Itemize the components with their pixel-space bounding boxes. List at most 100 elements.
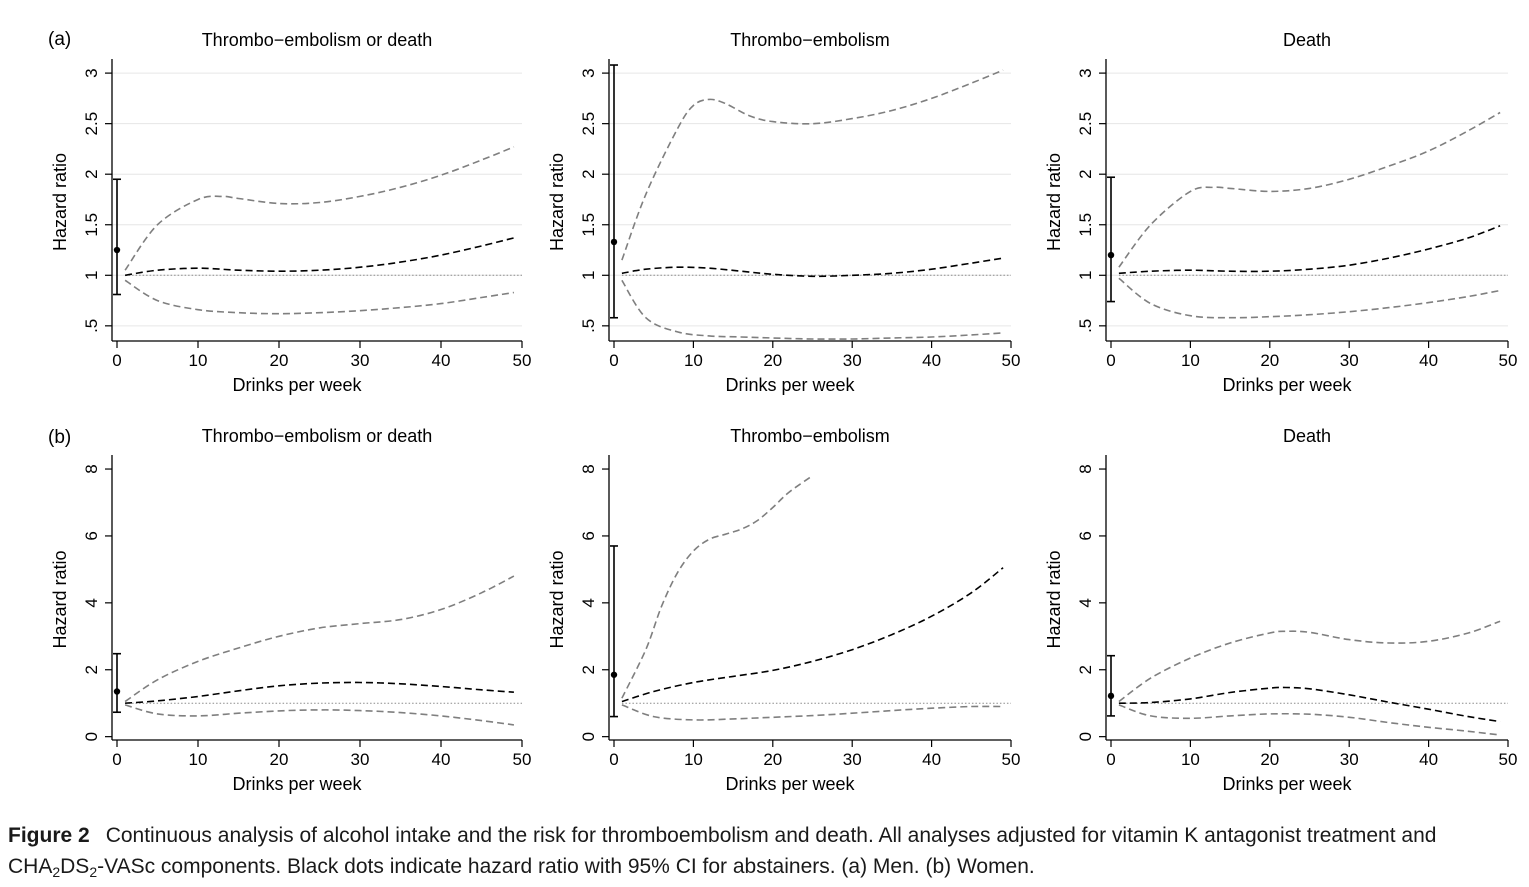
y-tick-label: 2 (579, 169, 598, 178)
series-line-ci-upper (124, 146, 515, 271)
x-tick-label: 40 (1419, 750, 1438, 769)
caption-text-2: DS (60, 855, 90, 878)
x-tick-label: 20 (1260, 351, 1279, 370)
x-tick-label: 0 (1106, 750, 1115, 769)
x-tick-label: 50 (1002, 750, 1021, 769)
x-tick-label: 10 (1181, 351, 1200, 370)
x-tick-label: 40 (1419, 351, 1438, 370)
abstainer-point (113, 688, 121, 695)
abstainer-point (610, 238, 618, 246)
x-tick-label: 40 (432, 351, 451, 370)
y-tick-label: 2.5 (579, 112, 598, 136)
abstainer-point (1107, 251, 1115, 259)
figure-caption: Figure 2 Continuous analysis of alcohol i… (8, 820, 1523, 882)
figure-panels: (a) Thrombo−embolism or death.511.522.530… (48, 29, 1518, 794)
y-tick-label: 2.5 (1076, 112, 1095, 136)
x-tick-label: 10 (1181, 750, 1200, 769)
x-tick-label: 30 (843, 750, 862, 769)
y-tick-label: 8 (1076, 464, 1095, 473)
chart-panel-6: Death 0 2 4 6 8 0 10 20 30 40 50 Drinks per week Haza… (1044, 426, 1517, 794)
y-tick-label: 4 (579, 598, 598, 607)
y-tick-label: 1.5 (1076, 213, 1095, 237)
y-tick-label: 1.5 (579, 213, 598, 237)
x-tick-label: 50 (1002, 351, 1021, 370)
x-tick-label: 50 (513, 750, 532, 769)
x-tick-label: 10 (684, 750, 703, 769)
panel-label: (a) (48, 29, 71, 50)
y-tick-label: 3 (579, 68, 598, 77)
chart-panel-2: Thrombo−embolism.511.522.530 10 20 30 40 50Dr… (547, 30, 1020, 395)
y-tick-label: 6 (82, 531, 101, 540)
series-line-ci-lower (1118, 704, 1501, 736)
abstainer-point (1107, 692, 1115, 700)
y-axis-label: Hazard ratio (1044, 550, 1064, 648)
chart-title: Thrombo−embolism or death (202, 426, 433, 446)
series-line-estimate (1118, 225, 1501, 275)
series-line-ci-lower (621, 279, 1004, 340)
y-tick-label: 6 (1076, 531, 1095, 540)
y-tick-label: 0 (1076, 732, 1095, 741)
y-axis-label: Hazard ratio (50, 153, 70, 251)
series-line-ci-upper (1118, 111, 1501, 268)
chart-title: Death (1283, 30, 1331, 50)
series-line-estimate (1118, 686, 1501, 723)
y-tick-label: 2 (1076, 169, 1095, 178)
x-tick-label: 50 (1499, 750, 1518, 769)
x-tick-label: 20 (270, 351, 289, 370)
caption-sub-1: 2 (52, 864, 61, 880)
y-tick-label: 2 (82, 169, 101, 178)
y-tick-label: 3 (82, 68, 101, 77)
x-tick-label: 0 (1106, 351, 1115, 370)
y-tick-label: 2.5 (82, 112, 101, 136)
caption-text-3: -VASc components. Black dots indicate ha… (97, 855, 1035, 878)
x-tick-label: 0 (609, 351, 618, 370)
x-tick-label: 30 (1340, 351, 1359, 370)
series-line-ci-upper (1118, 620, 1501, 703)
caption-label: Figure 2 (8, 824, 90, 847)
x-tick-label: 30 (843, 351, 862, 370)
y-tick-label: 6 (579, 531, 598, 540)
y-tick-label: 1 (82, 271, 101, 280)
x-axis-label: Drinks per week (232, 375, 362, 395)
series-line-estimate (621, 567, 1004, 703)
x-tick-label: 50 (1499, 351, 1518, 370)
y-tick-label: 3 (1076, 68, 1095, 77)
chart-panel-5: Thrombo−embolism 0 2 4 6 8 0 10 20 30 40 50 Drinks p… (547, 426, 1020, 794)
series-line-ci-lower (1118, 277, 1501, 319)
abstainer-point (113, 246, 121, 254)
y-axis-label: Hazard ratio (50, 550, 70, 648)
x-axis-label: Drinks per week (725, 375, 855, 395)
y-tick-label: 8 (82, 464, 101, 473)
series-line-ci-upper (621, 69, 1004, 261)
x-tick-label: 30 (1340, 750, 1359, 769)
y-axis-label: Hazard ratio (1044, 153, 1064, 251)
caption-text-1: Continuous analysis of alcohol intake an… (8, 824, 1437, 878)
x-tick-label: 10 (189, 351, 208, 370)
series-line-estimate (621, 257, 1004, 278)
caption-sub-2: 2 (89, 864, 98, 880)
x-tick-label: 40 (922, 750, 941, 769)
x-axis-label: Drinks per week (1222, 774, 1352, 794)
panel-label: (b) (48, 427, 71, 448)
series-line-ci-lower (621, 704, 1004, 721)
series-line-estimate (124, 237, 515, 277)
x-tick-label: 50 (513, 351, 532, 370)
x-tick-label: 30 (351, 750, 370, 769)
x-tick-label: 20 (763, 351, 782, 370)
x-tick-label: 40 (922, 351, 941, 370)
y-tick-label: 0 (82, 732, 101, 741)
x-tick-label: 40 (432, 750, 451, 769)
x-tick-label: 20 (270, 750, 289, 769)
x-axis-label: Drinks per week (232, 774, 362, 794)
y-axis-label: Hazard ratio (547, 153, 567, 251)
y-axis-label: Hazard ratio (547, 550, 567, 648)
y-tick-label: 4 (82, 598, 101, 607)
x-tick-label: 0 (609, 750, 618, 769)
abstainer-point (610, 671, 618, 678)
series-line-ci-upper (124, 575, 515, 703)
x-axis-label: Drinks per week (1222, 375, 1352, 395)
y-tick-label: 8 (579, 464, 598, 473)
y-tick-label: 2 (579, 665, 598, 674)
x-tick-label: 0 (112, 351, 121, 370)
chart-title: Death (1283, 426, 1331, 446)
